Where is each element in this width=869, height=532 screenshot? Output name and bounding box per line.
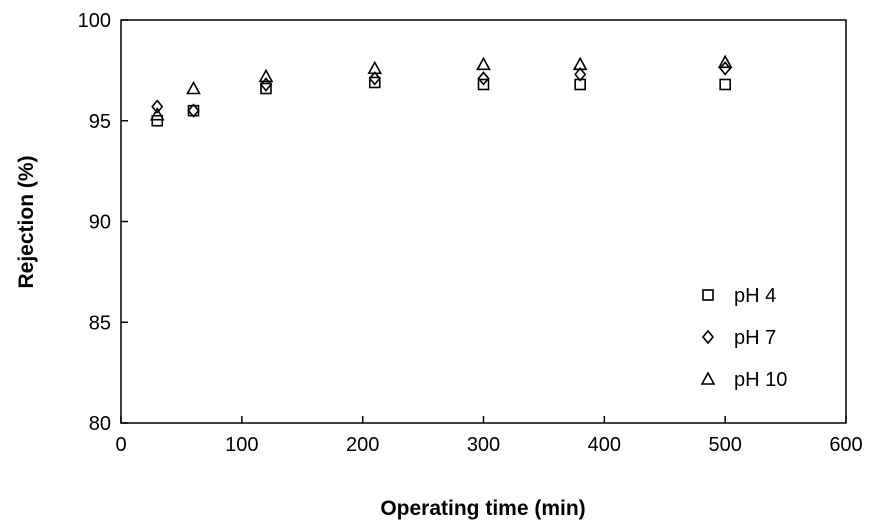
data-point-ph-10 bbox=[476, 56, 491, 71]
axis-ticks: 0 100 200 300 400 500 600 80 85 90 95 100 bbox=[78, 10, 863, 456]
data-point-ph-4 bbox=[368, 76, 381, 89]
data-point-ph-10 bbox=[149, 107, 165, 121]
x-tick-label: 0 bbox=[115, 434, 126, 456]
x-tick-label: 300 bbox=[467, 434, 500, 456]
data-point-ph-10 bbox=[186, 80, 201, 95]
data-point-ph-7 bbox=[259, 77, 273, 92]
plot-frame bbox=[120, 19, 847, 424]
data-point-ph-7 bbox=[368, 71, 381, 86]
y-tick-label: 90 bbox=[89, 212, 111, 234]
data-points bbox=[149, 54, 733, 127]
data-point-ph-10 bbox=[367, 60, 383, 75]
x-tick-label: 200 bbox=[346, 434, 379, 456]
data-point-ph-7 bbox=[574, 67, 587, 82]
data-point-ph-7 bbox=[151, 99, 164, 114]
data-point-ph-4 bbox=[477, 78, 490, 91]
y-axis-title: Rejection (%) bbox=[15, 155, 38, 288]
legend-label-ph-7: pH 7 bbox=[734, 327, 776, 349]
y-tick-label: 95 bbox=[89, 111, 111, 133]
x-axis-title: Operating time (min) bbox=[380, 497, 585, 520]
data-point-ph-4 bbox=[187, 104, 200, 117]
data-point-ph-10 bbox=[717, 54, 733, 69]
data-point-ph-10 bbox=[572, 56, 588, 71]
legend-marker-ph-10 bbox=[700, 371, 716, 385]
data-point-ph-10 bbox=[258, 68, 274, 83]
data-point-ph-4 bbox=[151, 114, 164, 127]
legend: pH 4 pH 7 pH 10 bbox=[700, 285, 787, 391]
x-tick-label: 100 bbox=[225, 434, 258, 456]
legend-label-ph-4: pH 4 bbox=[734, 285, 776, 307]
y-tick-label: 80 bbox=[89, 413, 111, 435]
data-point-ph-7 bbox=[719, 61, 732, 76]
y-tick-label: 85 bbox=[89, 312, 111, 334]
legend-marker-ph-4 bbox=[702, 289, 714, 301]
data-point-ph-7 bbox=[187, 103, 200, 118]
data-point-ph-4 bbox=[719, 78, 731, 91]
legend-marker-ph-7 bbox=[701, 329, 715, 345]
data-point-ph-7 bbox=[477, 71, 490, 86]
x-tick-label: 400 bbox=[588, 434, 621, 456]
y-tick-label: 100 bbox=[78, 10, 111, 32]
legend-label-ph-10: pH 10 bbox=[734, 369, 787, 391]
x-tick-label: 500 bbox=[708, 434, 741, 456]
data-point-ph-4 bbox=[260, 82, 272, 95]
x-tick-label: 600 bbox=[829, 434, 862, 456]
